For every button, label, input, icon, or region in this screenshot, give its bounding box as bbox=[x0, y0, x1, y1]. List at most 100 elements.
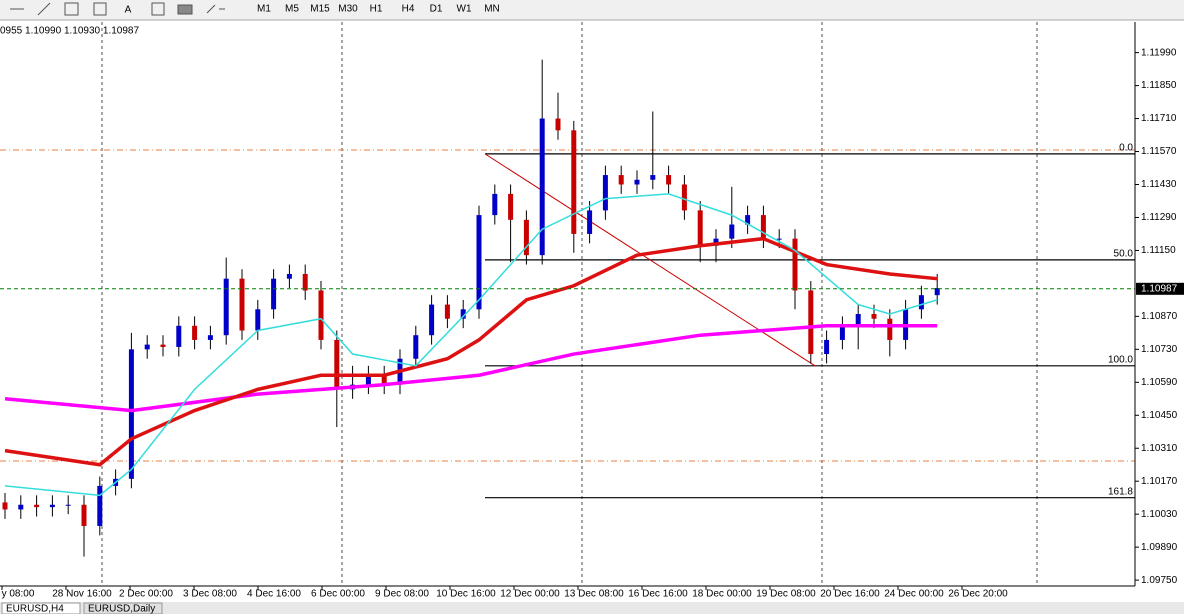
candle-body bbox=[760, 215, 766, 239]
arrows-tool[interactable] bbox=[206, 4, 225, 14]
candle-body bbox=[286, 273, 292, 279]
current-price-box bbox=[1136, 282, 1184, 295]
time-label: 12 Dec 00:00 bbox=[500, 589, 560, 600]
candle-body bbox=[255, 309, 261, 331]
time-label: 24 Dec 00:00 bbox=[884, 589, 944, 600]
candle-body bbox=[555, 118, 561, 131]
tab[interactable] bbox=[1, 602, 81, 614]
price-tick-label: 1.11150 bbox=[1141, 245, 1176, 256]
time-label: 26 Dec 20:00 bbox=[948, 589, 1008, 600]
candle-body bbox=[934, 288, 940, 296]
candle-body bbox=[618, 175, 624, 185]
price-tick-label: 1.10730 bbox=[1141, 344, 1178, 355]
candle-body bbox=[776, 238, 782, 240]
time-label: 4 Dec 16:00 bbox=[247, 589, 301, 600]
text-tool[interactable] bbox=[151, 2, 165, 16]
candle-body bbox=[666, 175, 672, 185]
time-label: 3 Dec 08:00 bbox=[183, 589, 237, 600]
candle-body bbox=[81, 504, 87, 526]
candle-body bbox=[381, 375, 387, 385]
candle-body bbox=[587, 210, 593, 234]
tab[interactable] bbox=[83, 602, 163, 614]
tabs: EURUSD,H4 EURUSD,Daily bbox=[1, 602, 163, 614]
time-label: 13 Dec 08:00 bbox=[564, 589, 624, 600]
candle-body bbox=[34, 504, 40, 508]
price-tick-label: 1.11710 bbox=[1141, 113, 1177, 124]
label-tool[interactable] bbox=[177, 4, 193, 15]
tab-bar bbox=[0, 602, 1184, 614]
candle-body bbox=[650, 175, 656, 180]
candle-body bbox=[839, 325, 845, 340]
timeframe-button[interactable]: H4 bbox=[402, 4, 415, 15]
candle-body bbox=[539, 118, 545, 256]
moving-average bbox=[4, 324, 938, 413]
time-label: 9 Dec 08:00 bbox=[375, 589, 429, 600]
candle-body bbox=[571, 130, 577, 234]
candle-body bbox=[239, 278, 245, 331]
candle-body bbox=[334, 339, 340, 390]
tab-label[interactable]: EURUSD,Daily bbox=[88, 604, 155, 614]
candle-body bbox=[192, 325, 198, 340]
candle-body bbox=[128, 349, 134, 479]
candle-body bbox=[2, 502, 8, 510]
timeframe-button[interactable]: M30 bbox=[338, 4, 358, 15]
candle-body bbox=[492, 193, 498, 216]
timeframe-button[interactable]: M15 bbox=[310, 4, 330, 15]
time-label: 28 Nov 16:00 bbox=[52, 589, 112, 600]
moving-average bbox=[4, 193, 938, 497]
channel-tool[interactable] bbox=[64, 2, 79, 16]
current-price-label: 1.10987 bbox=[1141, 283, 1178, 294]
fib-label: 0.0 bbox=[1119, 143, 1133, 154]
price-tick-label: 1.10450 bbox=[1141, 410, 1178, 421]
candle-body bbox=[18, 504, 24, 510]
candle-body bbox=[476, 215, 482, 310]
candle-body bbox=[444, 304, 450, 319]
price-tick-label: 1.09890 bbox=[1141, 542, 1178, 553]
timeframe-button[interactable]: H1 bbox=[370, 4, 383, 15]
candle-body bbox=[634, 179, 640, 185]
toolbar bbox=[0, 0, 1184, 20]
candle-body bbox=[792, 238, 798, 291]
candle-body bbox=[523, 219, 529, 256]
candle-body bbox=[855, 314, 861, 326]
price-tick-label: 1.11850 bbox=[1141, 80, 1177, 91]
candle-body bbox=[318, 290, 324, 340]
timeframe-button[interactable]: D1 bbox=[430, 4, 443, 15]
timeframe-button[interactable]: M5 bbox=[285, 4, 299, 15]
price-tick-label: 1.11430 bbox=[1141, 179, 1177, 190]
timeframe-button[interactable]: W1 bbox=[457, 4, 472, 15]
trendline-tool[interactable] bbox=[37, 2, 51, 16]
candle-body bbox=[713, 238, 719, 246]
candle-body bbox=[460, 309, 466, 319]
fib-label: 100.0 bbox=[1108, 354, 1133, 365]
price-tick-label: 1.09750 bbox=[1141, 575, 1178, 586]
time-label: 18 Dec 00:00 bbox=[692, 589, 752, 600]
candle-body bbox=[160, 344, 166, 347]
fibo-tool[interactable] bbox=[93, 2, 107, 16]
candle-body bbox=[429, 304, 435, 336]
tab-label[interactable]: EURUSD,H4 bbox=[6, 604, 64, 614]
price-tick-label: 1.11570 bbox=[1141, 146, 1177, 157]
time-label: 19 Dec 08:00 bbox=[756, 589, 816, 600]
candle-body bbox=[271, 278, 277, 310]
drawing-tools bbox=[10, 2, 225, 16]
candle-body bbox=[508, 193, 514, 220]
price-tick-label: 1.10870 bbox=[1141, 311, 1178, 322]
candle-body bbox=[729, 224, 735, 239]
quote-info: 0955 1.10990 1.10930 1.10987 bbox=[0, 26, 139, 37]
price-tick-label: 1.10590 bbox=[1141, 377, 1178, 388]
time-label: y 08:00 bbox=[2, 589, 35, 600]
candle-body bbox=[65, 504, 71, 506]
fib-label: 50.0 bbox=[1114, 248, 1134, 259]
candle-body bbox=[207, 335, 213, 340]
price-tick-label: 1.10030 bbox=[1141, 509, 1178, 520]
plot-area bbox=[0, 22, 1135, 586]
price-tick-label: 1.10310 bbox=[1141, 443, 1178, 454]
candle-body bbox=[97, 485, 103, 526]
timeframe-button[interactable]: MN bbox=[484, 4, 500, 15]
text-tool-icon[interactable]: A bbox=[125, 5, 132, 16]
candle-body bbox=[365, 375, 371, 385]
timeframe-button[interactable]: M1 bbox=[257, 4, 271, 15]
